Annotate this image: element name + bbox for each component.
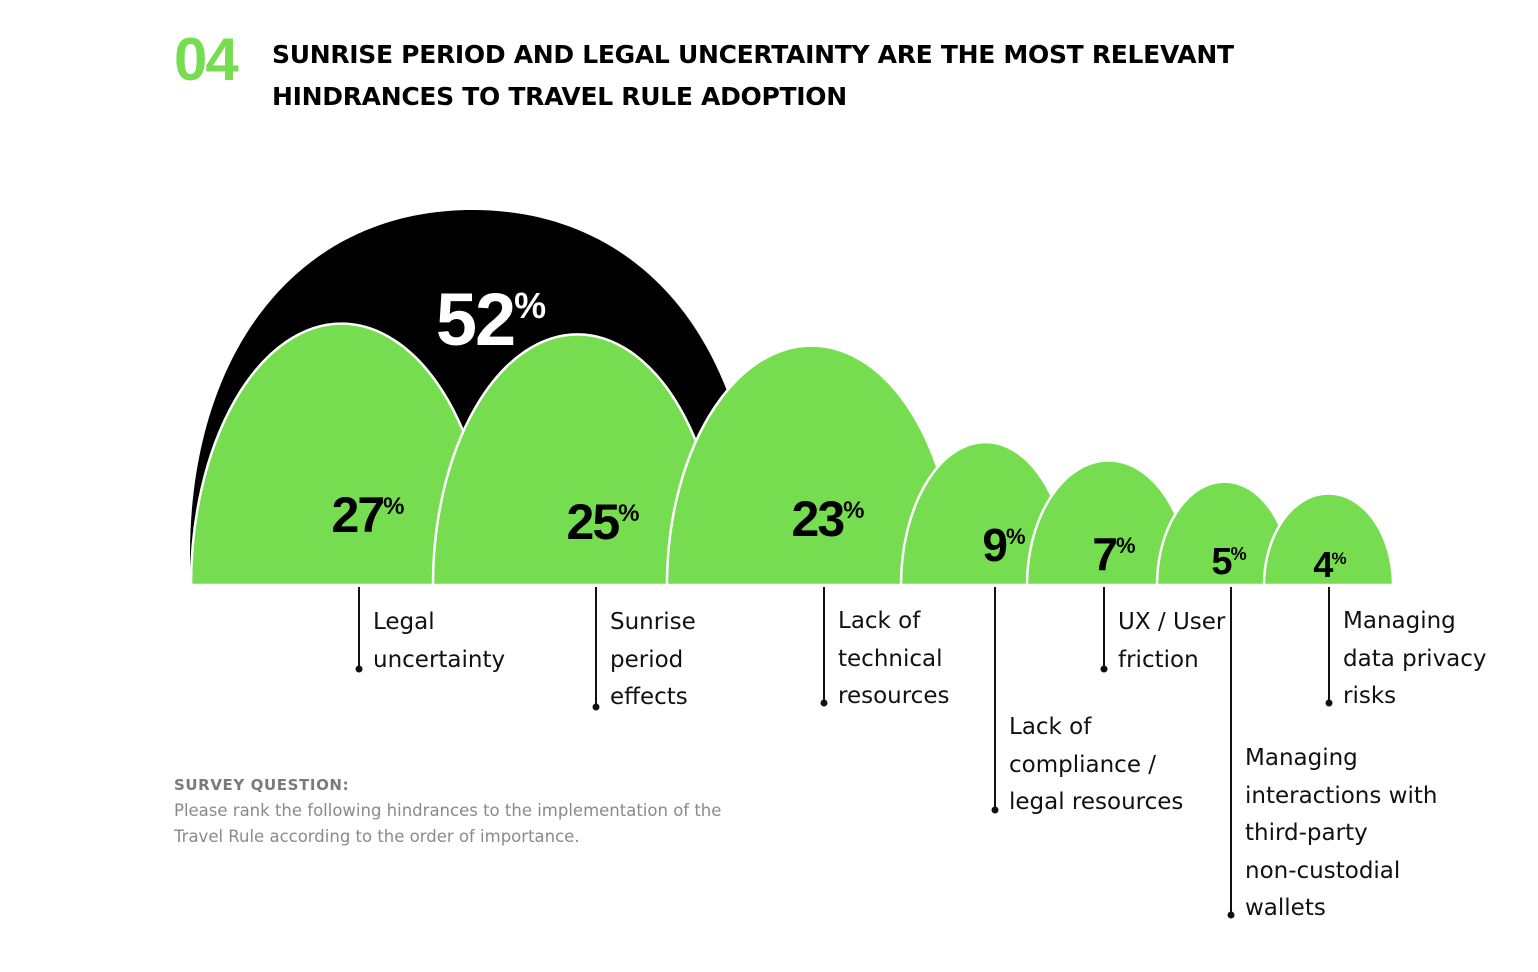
leader-dot [1325,699,1333,707]
value-label: 9% [982,519,1025,571]
survey-line-1: Please rank the following hindrances to … [174,801,722,820]
category-label-line: technical [838,645,943,672]
category-label-line: compliance / [1009,751,1157,778]
category-label-line: Lack of [838,608,921,634]
leader-dot [592,703,600,711]
leader-dot [820,699,828,707]
category-label-line: legal resources [1009,789,1184,815]
category-label-line: UX / User [1118,609,1226,635]
category-label: Lack of compliance / legal resources [1009,709,1183,822]
page-title: SUNRISE PERIOD AND LEGAL UNCERTAINTY ARE… [272,34,1372,118]
category-label-line: effects [610,684,688,710]
category-label-line: Sunrise [610,609,696,635]
leader-dot [355,665,363,673]
baseline [188,585,1398,588]
category-label-line: interactions with [1245,782,1438,809]
section-number: 04 [174,26,239,93]
category-label-line: uncertainty [373,646,506,673]
category-label-line: Managing [1245,745,1358,771]
category-label: UX / User friction [1118,604,1225,679]
category-label-line: resources [838,683,950,709]
category-label-line: Managing [1343,608,1456,634]
category-label-line: Legal [373,609,435,635]
value-label: 5% [1211,541,1246,583]
category-label-line: friction [1118,646,1199,673]
title-line-2: HINDRANCES TO TRAVEL RULE ADOPTION [272,82,847,111]
survey-text: Please rank the following hindrances to … [174,798,794,850]
survey-heading: SURVEY QUESTION: [174,776,350,794]
survey-question: SURVEY QUESTION: Please rank the followi… [174,774,794,850]
value-label: 4% [1313,544,1346,585]
value-label: 52% [436,278,546,361]
category-label: Managing data privacy risks [1343,603,1487,716]
category-label-line: risks [1343,683,1397,709]
leader-dot [991,806,999,814]
category-label: Lack of technical resources [838,603,949,716]
category-label-line: Lack of [1009,714,1092,740]
value-label: 27% [332,487,405,543]
category-label-line: non-custodial [1245,857,1401,884]
value-label: 25% [567,494,640,550]
category-label: Sunrise period effects [610,604,696,717]
dome-4-pct [1262,492,1395,587]
value-label: 23% [792,491,865,547]
survey-line-2: Travel Rule according to the order of im… [174,827,580,846]
leader-dot [1227,911,1235,919]
category-label-line: period [610,646,684,673]
leader-dot [1100,665,1108,673]
category-label: Legal uncertainty [373,604,505,679]
category-label-line: data privacy [1343,645,1487,672]
value-label: 7% [1092,528,1135,580]
title-line-1: SUNRISE PERIOD AND LEGAL UNCERTAINTY ARE… [272,40,1234,69]
category-label: Managing interactions with third-party non-… [1245,740,1437,928]
category-label-line: wallets [1245,895,1326,921]
category-label-line: third-party [1245,820,1368,846]
